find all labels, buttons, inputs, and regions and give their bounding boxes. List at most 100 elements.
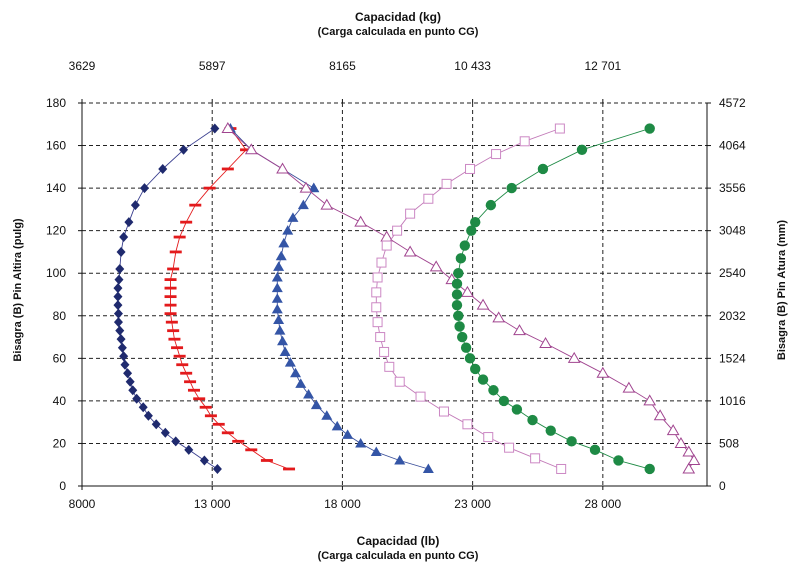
data-point-diamond [119,351,129,362]
y-tick-label: 160 [46,139,66,153]
data-point-circle [451,278,463,290]
data-point-dash [171,346,184,350]
data-point-triangle [310,399,322,410]
data-point-dash [164,295,177,299]
data-point-diamond [128,385,138,396]
data-point-dash [164,286,177,290]
data-point-dash [173,354,186,358]
data-point-triangle [422,463,434,473]
data-point-triangle-open [461,285,474,297]
data-point-triangle [355,437,367,448]
data-point-dash [221,167,234,171]
data-point-diamond [151,419,161,430]
data-point-dash [199,405,212,409]
data-point-triangle-open [244,143,258,155]
data-point-dash [221,431,234,435]
data-point-triangle [279,346,291,356]
y-right-tick-label: 4572 [719,96,746,110]
data-point-diamond [212,463,222,474]
data-point-triangle [295,378,307,388]
y-tick-label: 0 [59,479,66,493]
data-point-square-open [530,453,541,464]
data-point-diamond [113,291,123,302]
data-point-triangle [287,212,299,222]
x-tick-label: 18 000 [324,497,361,511]
data-point-triangle [394,454,406,465]
data-point-triangle-open [403,245,417,257]
data-point-triangle-open [429,260,443,272]
data-point-diamond [143,410,153,421]
data-point-triangle-open [567,351,581,363]
data-point-square-open [554,123,565,134]
series-line-6 [456,128,650,470]
x-tick-label: 23 000 [454,497,491,511]
data-point-diamond [116,246,126,257]
data-point-diamond [116,334,126,345]
data-point-square-open [465,163,476,174]
data-point-triangle [274,325,286,335]
data-point-circle [644,463,655,475]
data-point-circle [498,395,510,407]
data-point-diamond [125,376,135,387]
data-point-triangle [271,293,283,303]
series-line-4 [227,128,695,470]
data-point-triangle [273,261,285,271]
data-point-dash [167,267,180,271]
data-point-diamond [113,317,123,328]
data-point-circle [459,240,471,251]
data-point-triangle [271,303,283,314]
data-point-dash [169,250,182,254]
data-point-triangle-open [687,453,701,465]
data-point-circle [477,374,489,385]
data-point-circle [506,182,517,194]
y-tick-label: 120 [46,224,66,238]
y-right-tick-label: 1524 [719,351,746,365]
data-point-dash [193,397,206,401]
data-point-diamond [124,217,134,228]
data-point-square-open [441,178,452,189]
y-tick-label: 180 [46,96,66,110]
data-point-diamond [114,274,124,285]
data-point-diamond [199,455,209,466]
data-point-circle [589,444,601,456]
data-point-diamond [132,393,142,404]
data-point-triangle [290,367,302,378]
data-point-square-open [384,361,395,372]
data-point-diamond [113,308,123,319]
data-point-diamond [160,427,170,438]
data-point-dash [283,467,296,471]
data-point-triangle [303,389,315,399]
data-point-circle [566,436,577,447]
data-point-triangle-open [674,436,688,448]
data-point-square-open [392,225,403,236]
y-tick-label: 40 [53,394,67,408]
data-point-square-open [381,240,392,251]
data-point-diamond [158,163,168,174]
data-point-diamond [117,342,127,353]
x-top-tick-label: 3629 [69,59,96,73]
data-point-triangle-open [299,181,313,193]
data-point-dash [260,459,273,462]
data-point-triangle [278,237,290,248]
y-right-tick-label: 508 [719,436,739,450]
data-point-square-open [462,419,473,430]
data-point-square-open [376,257,387,268]
data-point-diamond [120,359,130,370]
y-right-tick-label: 3556 [719,181,746,195]
data-point-circle [457,331,468,343]
data-point-diamond [210,123,220,134]
data-point-triangle-open [354,215,368,227]
data-point-triangle [284,357,296,367]
data-point-dash [164,303,177,307]
data-point-square-open [379,346,390,357]
bottom-subtitle: (Carga calculada en punto CG) [318,550,479,562]
data-point-triangle [271,271,283,282]
data-point-circle [527,414,538,426]
data-point-diamond [138,402,148,413]
data-point-dash [173,235,186,239]
data-point-triangle-open [476,298,490,310]
data-point-diamond [119,232,129,243]
data-point-square-open [372,272,383,283]
